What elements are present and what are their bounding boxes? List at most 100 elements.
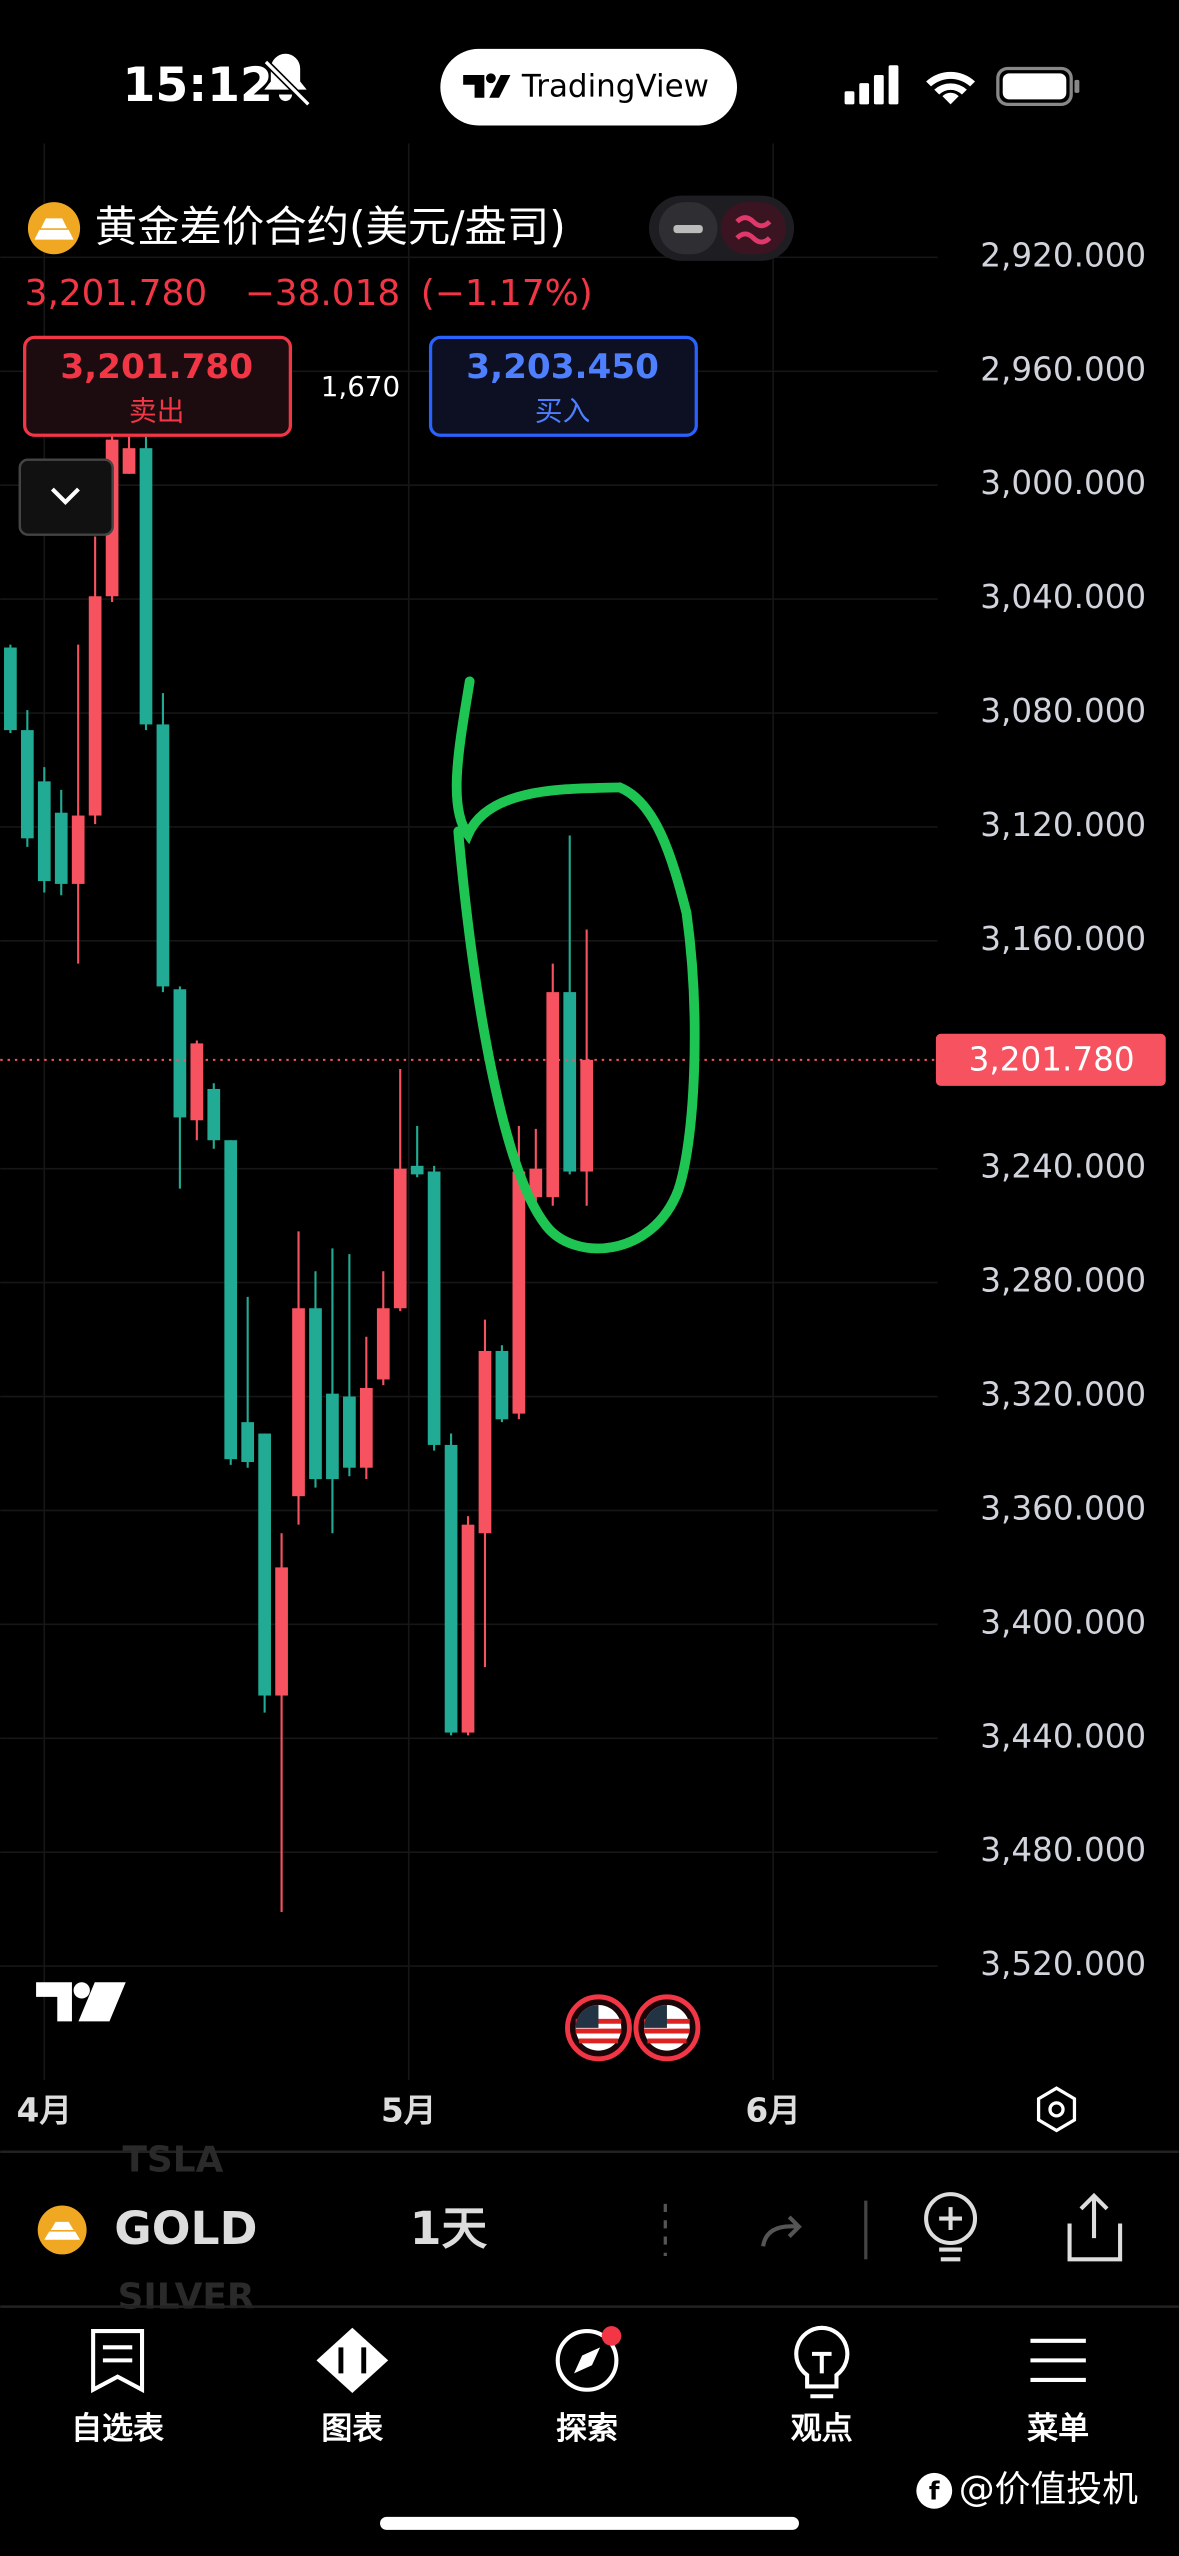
candle-body [292, 1308, 305, 1497]
y-tick-label: 3,440.000 [980, 1717, 1146, 1755]
buy-button[interactable] [428, 335, 698, 437]
x-tick-label: 6月 [745, 2092, 800, 2130]
last-price-tag-label: 3,201.780 [969, 1040, 1135, 1078]
signal-icon [844, 65, 899, 105]
candle-body [4, 647, 17, 731]
candle-body [309, 1308, 322, 1480]
candle-body [410, 1165, 424, 1175]
us-event-1[interactable] [565, 1994, 632, 2062]
battery-tip [1074, 79, 1080, 93]
gold-bars [34, 218, 74, 240]
tab-label[interactable]: 图表 [321, 2411, 383, 2447]
battery [996, 66, 1073, 106]
tv-watermark-dot [73, 1982, 90, 1999]
share-icon[interactable] [1067, 2192, 1123, 2262]
home-indicator[interactable] [380, 2516, 799, 2530]
y-tick-label: 3,160.000 [980, 920, 1146, 958]
ghost-symbol: SILVER [118, 2276, 255, 2317]
y-tick-label: 3,040.000 [980, 578, 1146, 616]
last-price-tag [935, 1033, 1166, 1086]
notification-dot [601, 2326, 622, 2346]
candle-body [478, 1350, 492, 1534]
tab-bar: 自选表 图表 探索 观点 菜单 [71, 2325, 1089, 2447]
watchlist-icon [91, 2329, 145, 2394]
sell-button[interactable] [23, 335, 293, 437]
y-tick-label: 3,240.000 [980, 1148, 1146, 1186]
settings-icon-center [1048, 2101, 1065, 2118]
approx-icon [735, 215, 772, 245]
chart-icon-candles [338, 2347, 367, 2374]
candle-body [359, 1387, 373, 1468]
y-tick-label: 3,360.000 [980, 1489, 1146, 1527]
watermark-logo [916, 2472, 953, 2509]
settings-icon[interactable] [1036, 2086, 1077, 2133]
candle-body [512, 1171, 526, 1414]
y-tick-label: 3,480.000 [980, 1831, 1146, 1869]
hand-drawn-circle [451, 676, 700, 1254]
sell-label: 卖出 [129, 394, 184, 427]
candle-body [156, 724, 170, 987]
compass-needle [574, 2347, 601, 2374]
tab-label[interactable]: 菜单 [1027, 2411, 1089, 2447]
interval[interactable]: 1天 [410, 2202, 488, 2255]
buy-label: 买入 [535, 394, 590, 427]
y-tick-label: 3,520.000 [980, 1945, 1146, 1983]
collapse-button[interactable] [18, 458, 114, 536]
us-event-2[interactable] [633, 1994, 701, 2062]
redo-icon[interactable] [761, 2215, 802, 2247]
candle-body [88, 596, 102, 816]
candle-body [224, 1140, 238, 1460]
toolbar-symbol[interactable]: GOLD [114, 2202, 257, 2255]
add-indicator-icon[interactable] [924, 2192, 978, 2262]
y-tick-label: 2,960.000 [980, 350, 1146, 388]
candle-body [580, 1059, 594, 1172]
x-tick-label: 4月 [17, 2092, 72, 2130]
candle-body [54, 812, 68, 884]
candle-body [461, 1524, 475, 1733]
price-change-pct: (−1.17%) [421, 273, 593, 314]
tab-label[interactable]: 观点 [791, 2411, 853, 2447]
candle-body [393, 1168, 407, 1309]
candle-body [139, 448, 153, 725]
candle-body [495, 1350, 509, 1420]
gold-bars [44, 2221, 81, 2240]
y-tick-label: 3,320.000 [980, 1376, 1146, 1414]
app-pill[interactable] [440, 48, 738, 126]
app-name: TradingView [521, 69, 709, 105]
chart-icon [316, 2327, 389, 2393]
candle-body [376, 1308, 390, 1380]
symbol-header: 黄金差价合约(美元/盎司) 3,201.780 −38.018 (−1.17%)… [18, 195, 795, 536]
candle-body [173, 989, 187, 1118]
status-bar: 15:12 TradingView [122, 48, 1080, 126]
candle-body [241, 1422, 255, 1463]
ideas-icon [794, 2325, 850, 2399]
candle-body [529, 1168, 543, 1198]
symbol-name[interactable]: 黄金差价合约(美元/盎司) [95, 202, 566, 251]
candle-body [71, 815, 85, 884]
sell-price: 3,201.780 [60, 347, 253, 387]
y-tick-label: 3,000.000 [980, 464, 1146, 502]
last-price: 3,201.780 [25, 273, 208, 314]
plot [0, 422, 938, 1912]
tab-label[interactable]: 探索 [556, 2411, 618, 2447]
toolbar: TSLA SILVER GOLD 1天 [37, 2140, 1123, 2317]
menu-icon [1030, 2338, 1086, 2382]
candle-body [275, 1567, 288, 1696]
candle-body [37, 781, 51, 882]
candle-body [444, 1444, 458, 1733]
y-tick-label: 3,400.000 [980, 1603, 1146, 1641]
candle-body [546, 992, 560, 1198]
spread: 1,670 [321, 370, 400, 403]
y-tick-label: 3,120.000 [980, 806, 1146, 844]
buy-price: 3,203.450 [466, 347, 659, 387]
y-tick-label: 3,280.000 [980, 1262, 1146, 1300]
candle-body [427, 1171, 441, 1445]
toggle-right [720, 202, 786, 255]
candle-body [122, 448, 136, 474]
wifi-icon [926, 71, 976, 105]
x-tick-label: 5月 [381, 2092, 436, 2130]
candle-body [326, 1393, 339, 1480]
tab-label[interactable]: 自选表 [71, 2411, 164, 2447]
